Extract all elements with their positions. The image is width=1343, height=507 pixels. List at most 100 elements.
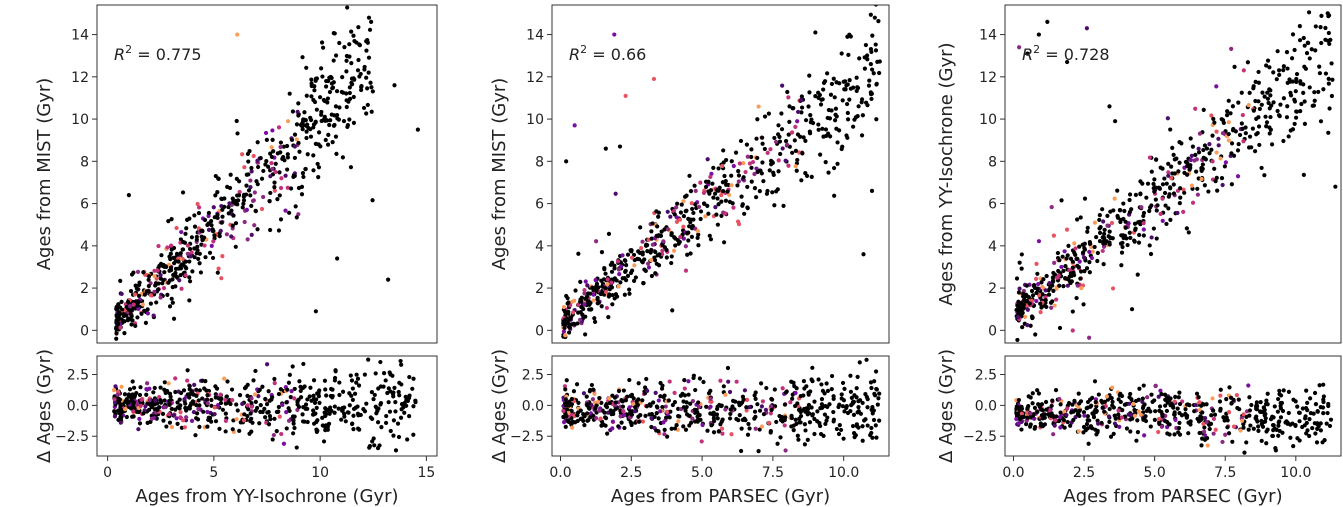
data-point [1304,388,1309,393]
data-point [268,417,273,422]
axes-frame [1004,355,1342,457]
data-point [196,398,201,403]
data-point [1166,161,1171,166]
data-point [569,408,574,414]
data-point [127,394,133,399]
data-point [1286,410,1291,416]
data-point [192,213,197,218]
data-point [1197,131,1203,136]
data-point [795,119,800,124]
data-point [331,123,337,128]
data-point [778,417,784,423]
data-point [217,234,222,239]
data-point [303,166,308,172]
data-point [1301,35,1306,41]
data-point [288,395,293,400]
data-point [631,402,636,407]
data-point [1321,397,1326,402]
data-point [327,89,333,95]
data-point [783,158,788,163]
data-point [810,379,815,384]
y-tick-label: 0 [535,323,544,339]
data-point [118,325,123,330]
data-point [1036,239,1042,244]
data-point [1241,139,1246,144]
data-point [1209,113,1214,118]
data-point [1201,147,1206,153]
data-point [152,289,157,294]
data-point [1157,404,1163,409]
data-point [1181,209,1186,214]
data-point [1095,250,1100,256]
data-point [1307,85,1312,90]
data-point [189,250,194,255]
data-point [304,135,309,141]
data-point [1293,115,1299,120]
data-point [747,426,752,431]
data-point [640,398,645,403]
data-point [1302,121,1308,126]
data-point [405,437,410,442]
data-point [704,404,709,409]
data-point [845,101,850,107]
data-point [1205,443,1210,448]
data-point [356,57,361,63]
data-point [793,390,798,396]
data-point [198,270,204,275]
data-point [835,161,840,166]
data-point [1207,422,1212,428]
data-point [358,412,363,418]
data-point [1247,395,1252,400]
data-point [831,76,836,81]
data-point [1070,309,1075,314]
data-point [348,373,353,378]
data-point [768,158,774,163]
data-point [1090,395,1095,400]
data-point [1136,240,1142,245]
data-point [347,96,353,101]
data-point [1109,396,1114,401]
data-point [1276,433,1281,438]
data-point [371,396,376,402]
data-point [1096,421,1101,426]
data-point [290,109,296,114]
data-point [297,379,302,384]
data-point [652,255,657,260]
data-point [669,231,674,236]
data-point [1302,43,1307,48]
data-point [325,427,330,432]
data-point [1156,416,1162,422]
data-point [340,155,345,160]
data-point [309,81,314,86]
data-point [721,189,726,194]
data-point [870,411,875,416]
data-point [1141,383,1146,388]
data-point [1027,301,1032,306]
x-tick-label: 10.0 [1280,465,1311,481]
data-point [711,195,716,200]
data-point [1199,176,1204,182]
data-point [686,392,691,397]
data-point [1097,230,1103,235]
data-point [1277,428,1282,434]
data-point [613,400,618,405]
data-point [245,414,250,419]
data-point [151,313,156,318]
data-point [1056,418,1061,424]
y-tick-label: 12 [979,70,997,86]
data-point [1240,126,1245,131]
data-point [286,418,292,423]
data-point [278,217,284,222]
data-point [834,126,839,131]
data-point [698,209,704,214]
data-point [770,190,775,195]
data-point [304,129,309,134]
data-point [266,422,272,427]
data-point [834,114,839,119]
y-tick-label: −2.5 [963,429,997,445]
data-point [873,42,878,47]
data-point [597,395,602,401]
data-point [1110,385,1115,390]
data-point [349,29,354,34]
